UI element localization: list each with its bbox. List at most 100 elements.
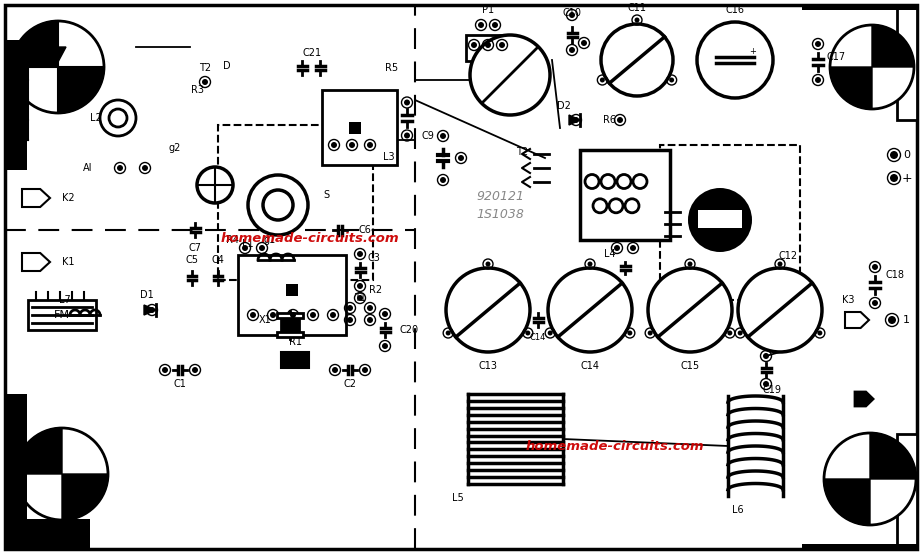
Polygon shape xyxy=(872,25,914,67)
Polygon shape xyxy=(144,305,156,315)
Circle shape xyxy=(367,305,373,311)
Polygon shape xyxy=(824,479,870,525)
Circle shape xyxy=(382,343,388,349)
Circle shape xyxy=(310,312,316,318)
Bar xyxy=(802,5,917,10)
Circle shape xyxy=(817,331,822,336)
Circle shape xyxy=(470,35,550,115)
Circle shape xyxy=(890,151,898,159)
Circle shape xyxy=(763,381,769,387)
Text: C2: C2 xyxy=(344,379,357,389)
Circle shape xyxy=(263,190,293,220)
Text: L1: L1 xyxy=(242,239,254,249)
Text: K2: K2 xyxy=(62,193,75,203)
Text: C5: C5 xyxy=(185,255,198,265)
Text: C12: C12 xyxy=(778,251,798,261)
Text: R6: R6 xyxy=(604,115,617,125)
Circle shape xyxy=(526,331,530,336)
Circle shape xyxy=(888,316,896,324)
Text: C6: C6 xyxy=(359,225,372,235)
Circle shape xyxy=(633,175,647,188)
Bar xyxy=(5,519,90,549)
Circle shape xyxy=(440,177,446,183)
Polygon shape xyxy=(12,21,58,67)
Circle shape xyxy=(625,199,639,213)
Text: C9: C9 xyxy=(421,131,434,141)
Text: L3: L3 xyxy=(384,152,395,162)
Bar xyxy=(218,125,373,280)
Bar xyxy=(238,255,346,335)
Polygon shape xyxy=(569,115,580,125)
Circle shape xyxy=(458,155,464,161)
Bar xyxy=(28,300,96,330)
Circle shape xyxy=(688,188,752,252)
Circle shape xyxy=(109,109,127,127)
Text: D2: D2 xyxy=(557,101,571,111)
Circle shape xyxy=(440,133,446,139)
Text: C11: C11 xyxy=(628,3,646,13)
Bar xyxy=(897,5,917,120)
Circle shape xyxy=(617,175,631,188)
Circle shape xyxy=(349,142,355,148)
Text: g2: g2 xyxy=(169,143,182,153)
Text: R3: R3 xyxy=(191,85,204,95)
Circle shape xyxy=(445,331,451,336)
Text: K3: K3 xyxy=(842,295,855,305)
Circle shape xyxy=(259,245,265,251)
Circle shape xyxy=(446,268,530,352)
Text: T2: T2 xyxy=(516,147,528,157)
Circle shape xyxy=(357,295,363,301)
Circle shape xyxy=(648,268,732,352)
Circle shape xyxy=(331,142,337,148)
Circle shape xyxy=(585,175,599,188)
Text: C15: C15 xyxy=(680,361,700,371)
Polygon shape xyxy=(830,67,872,109)
Text: C10: C10 xyxy=(562,8,582,18)
Circle shape xyxy=(242,245,248,251)
Text: C19: C19 xyxy=(762,385,782,395)
Text: R1: R1 xyxy=(289,337,301,347)
Polygon shape xyxy=(58,67,104,113)
Bar xyxy=(322,90,397,165)
Text: L4: L4 xyxy=(604,249,616,259)
Circle shape xyxy=(872,300,878,306)
Circle shape xyxy=(890,174,898,182)
Circle shape xyxy=(601,175,615,188)
Text: L6: L6 xyxy=(732,505,744,515)
Bar xyxy=(278,314,302,318)
Circle shape xyxy=(581,40,587,46)
Circle shape xyxy=(382,311,388,317)
Circle shape xyxy=(404,100,410,105)
Bar xyxy=(466,35,510,61)
Text: L7: L7 xyxy=(59,295,71,305)
Circle shape xyxy=(548,268,632,352)
Bar xyxy=(286,284,298,296)
Text: C17: C17 xyxy=(826,52,845,62)
Circle shape xyxy=(202,79,208,85)
Bar xyxy=(5,40,27,170)
Circle shape xyxy=(872,264,878,270)
Text: X1: X1 xyxy=(259,315,271,325)
Circle shape xyxy=(634,18,640,23)
Text: L5: L5 xyxy=(452,493,464,503)
Text: R5: R5 xyxy=(385,63,398,73)
Text: 0: 0 xyxy=(904,150,911,160)
Text: P1: P1 xyxy=(482,5,494,15)
Bar xyxy=(278,332,302,337)
Text: 920121: 920121 xyxy=(476,190,524,203)
Text: C1: C1 xyxy=(173,379,186,389)
Text: 1: 1 xyxy=(903,315,909,325)
Circle shape xyxy=(362,367,368,373)
Text: g1: g1 xyxy=(264,235,276,245)
Circle shape xyxy=(738,268,822,352)
Text: C20: C20 xyxy=(399,325,418,335)
Polygon shape xyxy=(50,47,66,62)
Text: R4: R4 xyxy=(226,235,239,245)
Circle shape xyxy=(609,199,623,213)
Bar xyxy=(698,210,742,228)
Circle shape xyxy=(357,283,363,289)
Circle shape xyxy=(601,24,673,96)
Circle shape xyxy=(815,41,821,47)
Circle shape xyxy=(250,312,256,318)
Circle shape xyxy=(630,245,636,251)
